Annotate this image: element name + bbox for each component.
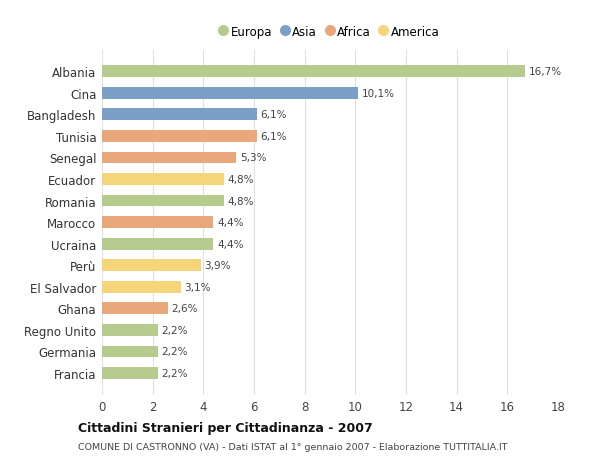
Text: 2,2%: 2,2% xyxy=(161,347,188,357)
Text: 3,9%: 3,9% xyxy=(205,261,231,271)
Text: 5,3%: 5,3% xyxy=(240,153,266,163)
Text: 2,2%: 2,2% xyxy=(161,368,188,378)
Text: 4,8%: 4,8% xyxy=(227,174,254,185)
Text: 6,1%: 6,1% xyxy=(260,110,287,120)
Bar xyxy=(102,217,214,229)
Legend: Europa, Asia, Africa, America: Europa, Asia, Africa, America xyxy=(217,22,443,42)
Text: 16,7%: 16,7% xyxy=(529,67,562,77)
Bar xyxy=(102,238,214,250)
Bar xyxy=(102,131,257,142)
Bar xyxy=(102,346,158,358)
Text: 4,8%: 4,8% xyxy=(227,196,254,206)
Text: 10,1%: 10,1% xyxy=(362,89,395,99)
Bar xyxy=(102,303,168,314)
Bar xyxy=(102,324,158,336)
Text: 4,4%: 4,4% xyxy=(217,218,244,228)
Text: 2,6%: 2,6% xyxy=(172,304,198,313)
Bar xyxy=(102,281,181,293)
Text: 4,4%: 4,4% xyxy=(217,239,244,249)
Bar xyxy=(102,109,257,121)
Text: 2,2%: 2,2% xyxy=(161,325,188,335)
Bar xyxy=(102,88,358,100)
Bar xyxy=(102,195,224,207)
Bar xyxy=(102,66,525,78)
Text: Cittadini Stranieri per Cittadinanza - 2007: Cittadini Stranieri per Cittadinanza - 2… xyxy=(78,421,373,434)
Text: 6,1%: 6,1% xyxy=(260,132,287,141)
Bar xyxy=(102,260,201,272)
Bar xyxy=(102,367,158,379)
Bar xyxy=(102,174,224,185)
Bar xyxy=(102,152,236,164)
Text: 3,1%: 3,1% xyxy=(184,282,211,292)
Text: COMUNE DI CASTRONNO (VA) - Dati ISTAT al 1° gennaio 2007 - Elaborazione TUTTITAL: COMUNE DI CASTRONNO (VA) - Dati ISTAT al… xyxy=(78,442,508,451)
